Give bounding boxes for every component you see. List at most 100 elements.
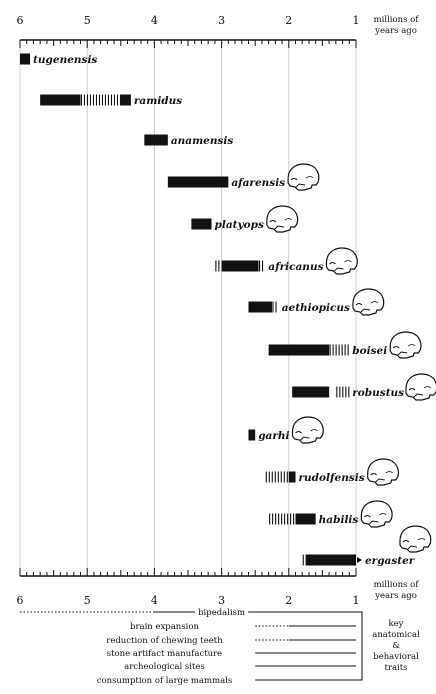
species-row: aethiopicus	[248, 288, 385, 316]
top-axis-tick-label: 1	[353, 14, 360, 27]
top-axis: 6 5 4 3 2 1 millions of years ago	[17, 14, 420, 48]
species-row: habilis	[269, 500, 393, 528]
species-label: africanus	[268, 261, 323, 273]
bottom-axis: 6 5 4 3 2 1 millions of years ago	[17, 568, 419, 607]
skull-icon	[360, 500, 393, 528]
trait-label-bg	[103, 635, 226, 645]
skull-icon	[405, 373, 436, 401]
trait-label: reduction of chewing teeth	[106, 636, 223, 646]
continues-arrow	[357, 557, 362, 563]
species-label: rudolfensis	[299, 472, 365, 484]
trait-label: brain expansion	[130, 622, 199, 632]
top-axis-unit-line1: millions of	[374, 15, 420, 25]
bottom-axis-tick-label: 5	[84, 594, 91, 607]
trait-row: reduction of chewing teeth	[103, 635, 356, 646]
species-label: aethiopicus	[282, 302, 350, 314]
range-bar	[167, 176, 229, 188]
range-bar	[248, 301, 272, 313]
species-row: garhi	[248, 416, 324, 444]
species-label: ramidus	[134, 95, 182, 107]
key-bracket	[356, 611, 363, 681]
bottom-axis-labels: 6 5 4 3 2 1	[17, 594, 360, 607]
top-axis-tick-label: 4	[151, 14, 158, 27]
top-axis-tick-label: 6	[17, 14, 24, 27]
key-line-1: key	[389, 619, 404, 629]
skull-icon	[266, 205, 299, 233]
species-label: robustus	[352, 387, 404, 399]
top-axis-unit-line2: years ago	[374, 26, 417, 36]
species-label: habilis	[319, 514, 359, 526]
species-row: ergaster	[302, 525, 432, 567]
trait-row: bipedalism	[20, 607, 356, 618]
key-line-5: traits	[384, 663, 407, 673]
trait-label-bg	[103, 648, 226, 658]
range-bar	[288, 471, 296, 483]
trait-rows: bipedalism brain expansion reduction of ch…	[20, 607, 356, 686]
species-label: platyops	[215, 219, 264, 231]
skull-icon	[287, 163, 320, 191]
trait-label: archeological sites	[124, 662, 205, 672]
traits-key: key anatomical & behavioral traits	[356, 611, 420, 681]
species-label: tugenensis	[33, 54, 97, 66]
key-line-3: &	[392, 641, 400, 651]
range-bar	[292, 386, 330, 398]
trait-label-bg	[121, 661, 208, 671]
top-axis-ticks	[19, 40, 357, 48]
bottom-axis-unit-line2: years ago	[374, 591, 417, 601]
range-bar	[40, 94, 81, 106]
trait-row: archeological sites	[121, 661, 356, 672]
uncertain-range	[269, 513, 295, 525]
species-row: tugenensis	[20, 53, 97, 66]
bottom-axis-ticks	[19, 568, 357, 576]
skull-icon	[389, 331, 422, 359]
bottom-axis-tick-label: 4	[151, 594, 158, 607]
uncertain-range	[215, 260, 220, 272]
species-label: boisei	[352, 345, 387, 357]
species-row: boisei	[268, 331, 422, 359]
species-rows: tugenensis ramidus anamensis afarensis platy…	[20, 53, 436, 567]
bottom-axis-tick-label: 2	[285, 594, 292, 607]
species-row: platyops	[191, 205, 299, 233]
species-label: ergaster	[365, 555, 416, 567]
skull-icon	[399, 525, 432, 553]
bottom-axis-tick-label: 3	[218, 594, 225, 607]
range-bar	[20, 53, 31, 65]
top-axis-labels: 6 5 4 3 2 1	[17, 14, 360, 27]
trait-label-bg	[195, 607, 249, 617]
range-bar	[295, 513, 316, 525]
skull-icon	[325, 247, 358, 275]
trait-row: stone artifact manufacture	[103, 648, 356, 659]
species-label: anamensis	[171, 135, 234, 147]
skull-icon	[367, 458, 399, 486]
uncertain-range	[265, 471, 288, 483]
species-label: afarensis	[231, 177, 285, 189]
top-axis-tick-label: 5	[84, 14, 91, 27]
range-bar	[221, 260, 259, 272]
skull-icon	[352, 288, 385, 316]
range-bar	[248, 429, 256, 441]
range-bar	[120, 94, 131, 106]
uncertain-range	[259, 260, 264, 272]
trait-row: brain expansion	[127, 621, 356, 632]
uncertain-range	[80, 94, 122, 106]
uncertain-range	[272, 301, 277, 313]
species-row: anamensis	[144, 134, 234, 147]
species-row: ramidus	[40, 94, 182, 107]
uncertain-range	[329, 344, 349, 356]
skull-icon	[291, 416, 324, 444]
range-bar	[144, 134, 168, 146]
species-row: afarensis	[167, 163, 320, 191]
bottom-axis-tick-label: 6	[17, 594, 24, 607]
bottom-axis-tick-label: 1	[353, 594, 360, 607]
species-label: garhi	[258, 430, 289, 442]
uncertain-range	[336, 386, 350, 398]
trait-label-bg	[93, 675, 236, 685]
trait-row: consumption of large mammals	[93, 675, 356, 686]
range-bar	[268, 344, 330, 356]
range-bar	[305, 554, 356, 566]
key-line-2: anatomical	[372, 630, 420, 640]
trait-label-bg	[127, 621, 202, 631]
top-axis-tick-label: 3	[218, 14, 225, 27]
